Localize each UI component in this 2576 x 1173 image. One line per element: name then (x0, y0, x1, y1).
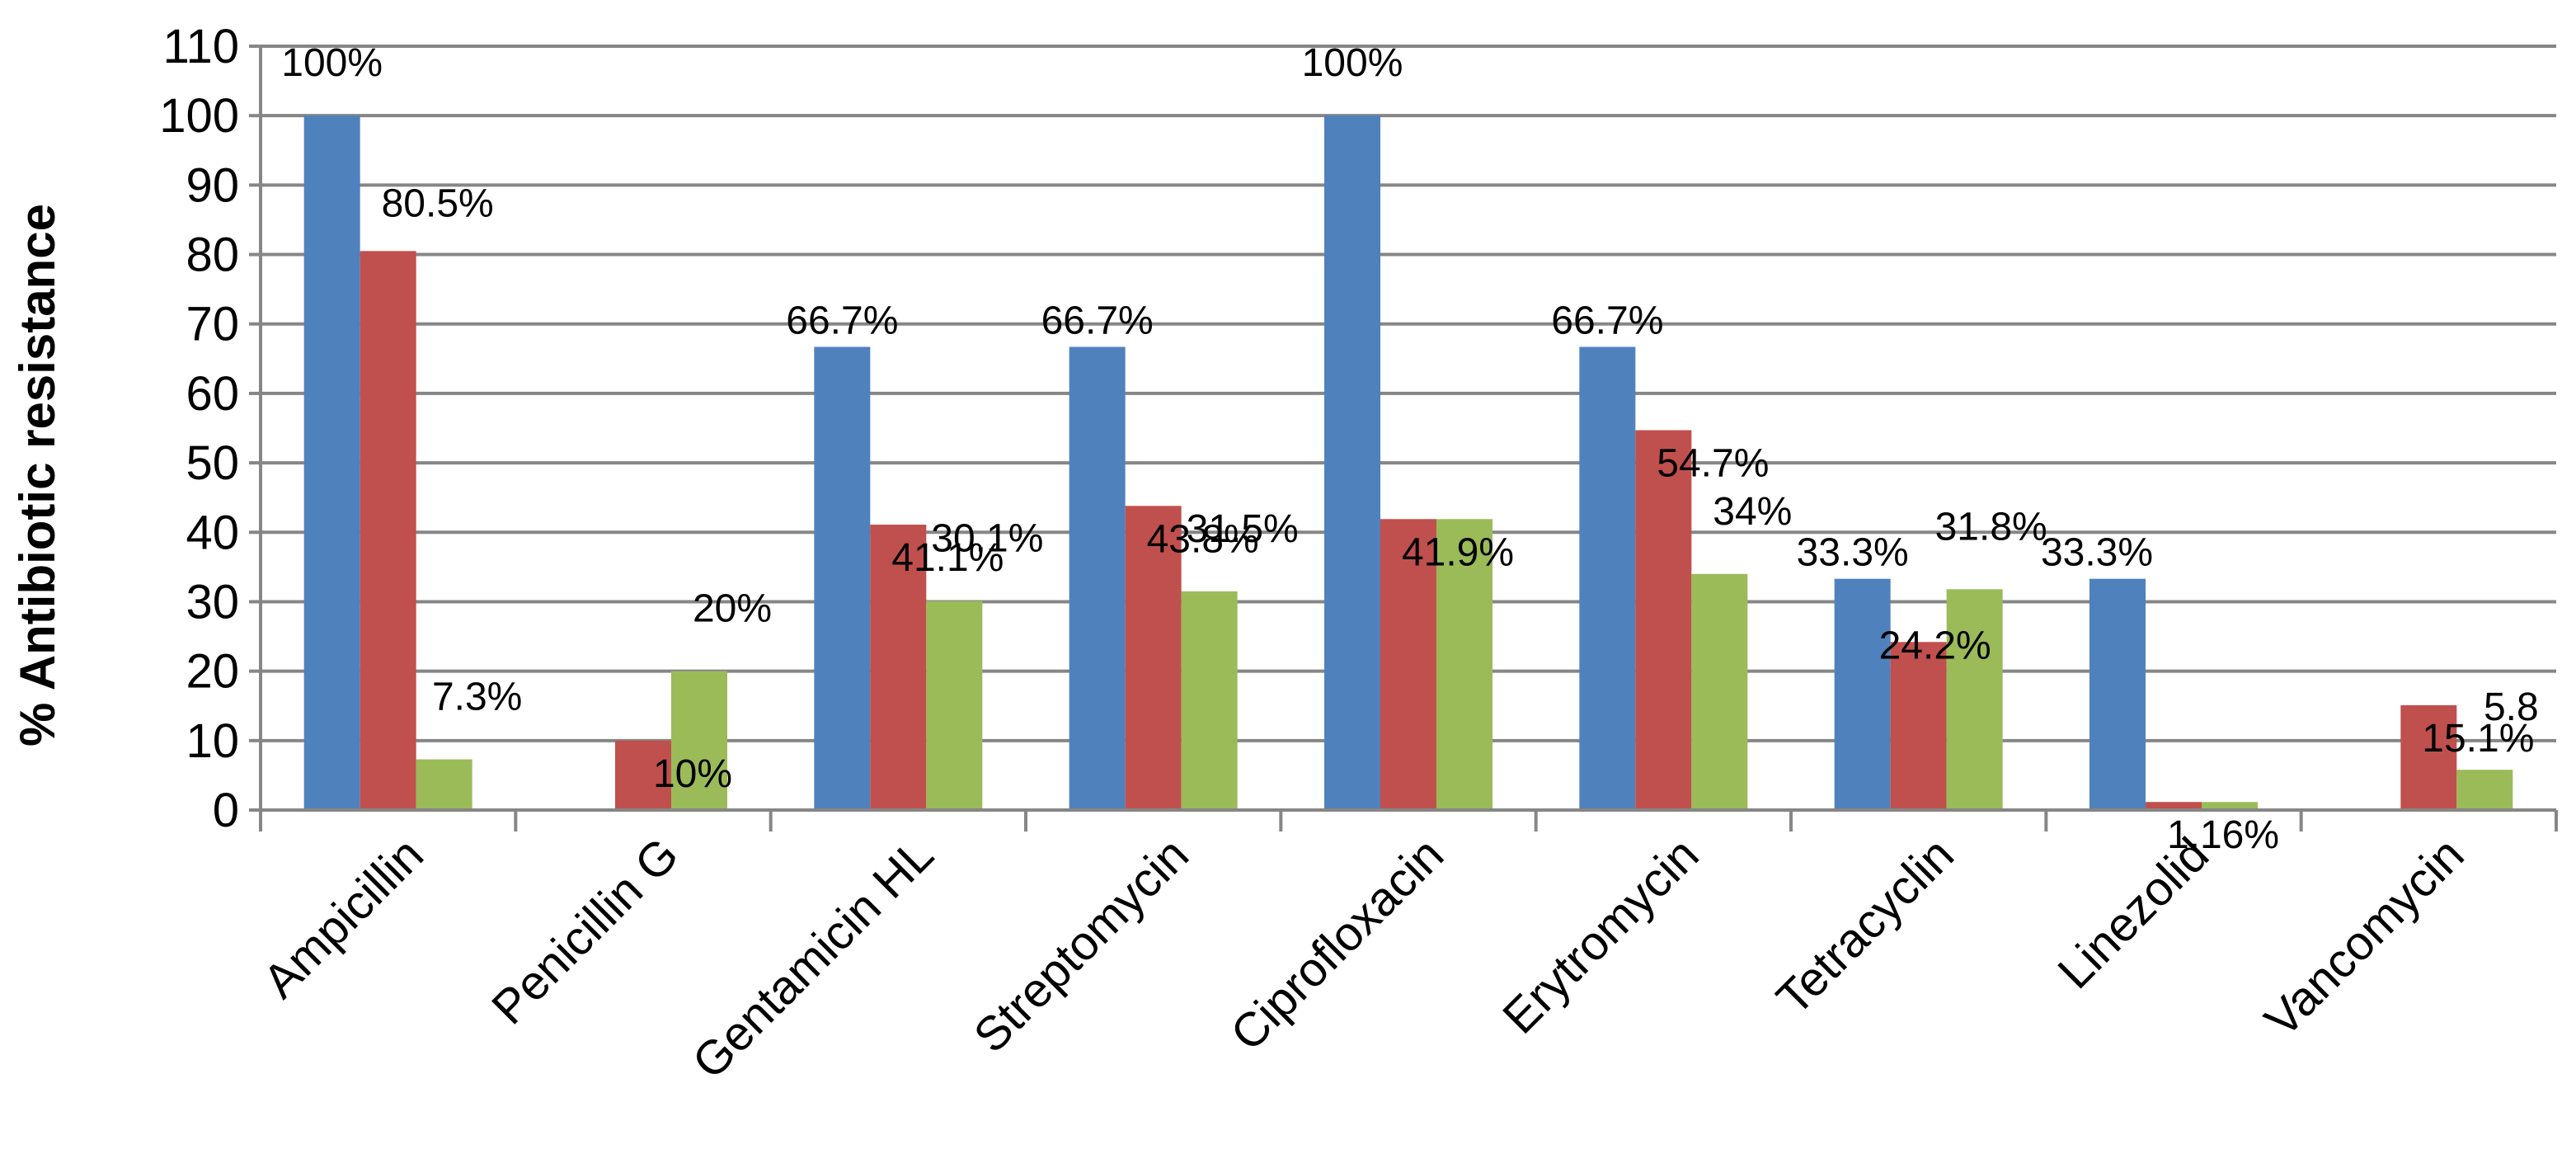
y-tick-label: 90 (186, 158, 239, 212)
category-label: Streptomycin (964, 827, 1199, 1062)
data-label: 41.9% (1402, 530, 1514, 574)
bars (303, 115, 2513, 810)
y-tick-label: 100 (159, 89, 239, 143)
y-axis-label: % Antibiotic resistance (10, 204, 65, 747)
category-label: Linezolid (2047, 827, 2219, 999)
bar-1-gentamicin-hl (814, 346, 871, 810)
y-tick-label: 20 (186, 645, 239, 699)
y-tick-label: 30 (186, 575, 239, 629)
data-label: 20% (693, 587, 772, 631)
category-label: Vancomycin (2254, 827, 2474, 1047)
bar-2-vancomycin (2400, 704, 2457, 810)
data-labels: 100% 66.7% 66.7% 100% 66.7% 33.3% 33.3% 80.5% 10… (281, 41, 2538, 857)
bar-1-tetracyclin (1834, 578, 1891, 810)
bar-1-ciprofloxacin (1324, 115, 1380, 810)
bar-3-streptomycin (1181, 591, 1238, 810)
y-tick-label: 10 (186, 714, 239, 768)
bar-3-gentamicin-hl (926, 601, 983, 810)
bar-3-ampicillin (416, 759, 472, 810)
y-tick-label: 110 (163, 20, 239, 73)
y-tick-label: 80 (186, 228, 239, 282)
data-label: 100% (1302, 41, 1403, 85)
bar-3-linezolid (2202, 802, 2258, 810)
category-label: Ciprofloxacin (1220, 827, 1454, 1061)
data-label: 5.8 (2484, 685, 2539, 729)
data-label: 80.5% (382, 181, 494, 225)
bar-2-ciprofloxacin (1380, 519, 1436, 810)
bar-3-vancomycin (2456, 770, 2513, 810)
data-label: 66.7% (786, 299, 898, 343)
bar-1-erytromycin (1579, 346, 1636, 810)
bar-1-ampicillin (303, 115, 360, 810)
bar-2-tetracyclin (1890, 642, 1947, 810)
data-label: 43.8% (1147, 517, 1259, 561)
data-label: 41.1% (891, 536, 1004, 580)
category-label: Ampicillin (253, 827, 434, 1008)
gridlines (261, 45, 2556, 742)
data-label: 66.7% (1551, 299, 1663, 343)
data-label: 24.2% (1879, 624, 1991, 667)
data-label: 7.3% (432, 676, 522, 719)
bar-3-ciprofloxacin (1436, 519, 1492, 810)
bar-2-gentamicin-hl (870, 525, 927, 810)
y-tick-label: 40 (186, 506, 239, 559)
data-label: 10% (653, 752, 732, 796)
data-label: 100% (281, 41, 383, 85)
bar-1-linezolid (2089, 578, 2146, 810)
data-label: 30.1% (931, 517, 1043, 561)
data-label: 33.3% (2041, 531, 2153, 575)
category-label: Tetracyclin (1766, 827, 1964, 1025)
y-tick-label: 50 (186, 436, 239, 490)
data-label: 31.8% (1935, 505, 2047, 549)
bar-1-streptomycin (1069, 346, 1126, 810)
y-tick-labels: 0 10 20 30 40 50 60 70 80 90 100 110 (159, 20, 239, 837)
data-label: 34% (1713, 490, 1792, 534)
category-label: Penicillin G (482, 827, 689, 1034)
bar-2-ampicillin (360, 251, 416, 810)
data-label: 66.7% (1041, 299, 1154, 343)
data-label: 1.16% (2167, 813, 2279, 857)
y-tick-label: 70 (186, 298, 239, 351)
bar-3-tetracyclin (1946, 589, 2003, 810)
y-tick-label: 60 (186, 367, 239, 421)
data-label: 31.5% (1187, 507, 1299, 551)
bar-2-erytromycin (1635, 430, 1692, 810)
bar-3-erytromycin (1691, 573, 1748, 810)
data-label: 33.3% (1797, 531, 1909, 575)
bar-2-linezolid (2146, 802, 2202, 810)
category-label: Erytromycin (1492, 827, 1709, 1043)
data-label: 54.7% (1657, 442, 1769, 486)
data-label: 15.1% (2422, 717, 2534, 761)
category-label: Gentamicin HL (682, 827, 943, 1089)
bar-2-penicillin-g (615, 740, 671, 810)
axes (249, 45, 2558, 831)
bar-3-penicillin-g (671, 671, 727, 810)
y-tick-label: 0 (213, 784, 239, 837)
bar-2-streptomycin (1125, 506, 1182, 810)
